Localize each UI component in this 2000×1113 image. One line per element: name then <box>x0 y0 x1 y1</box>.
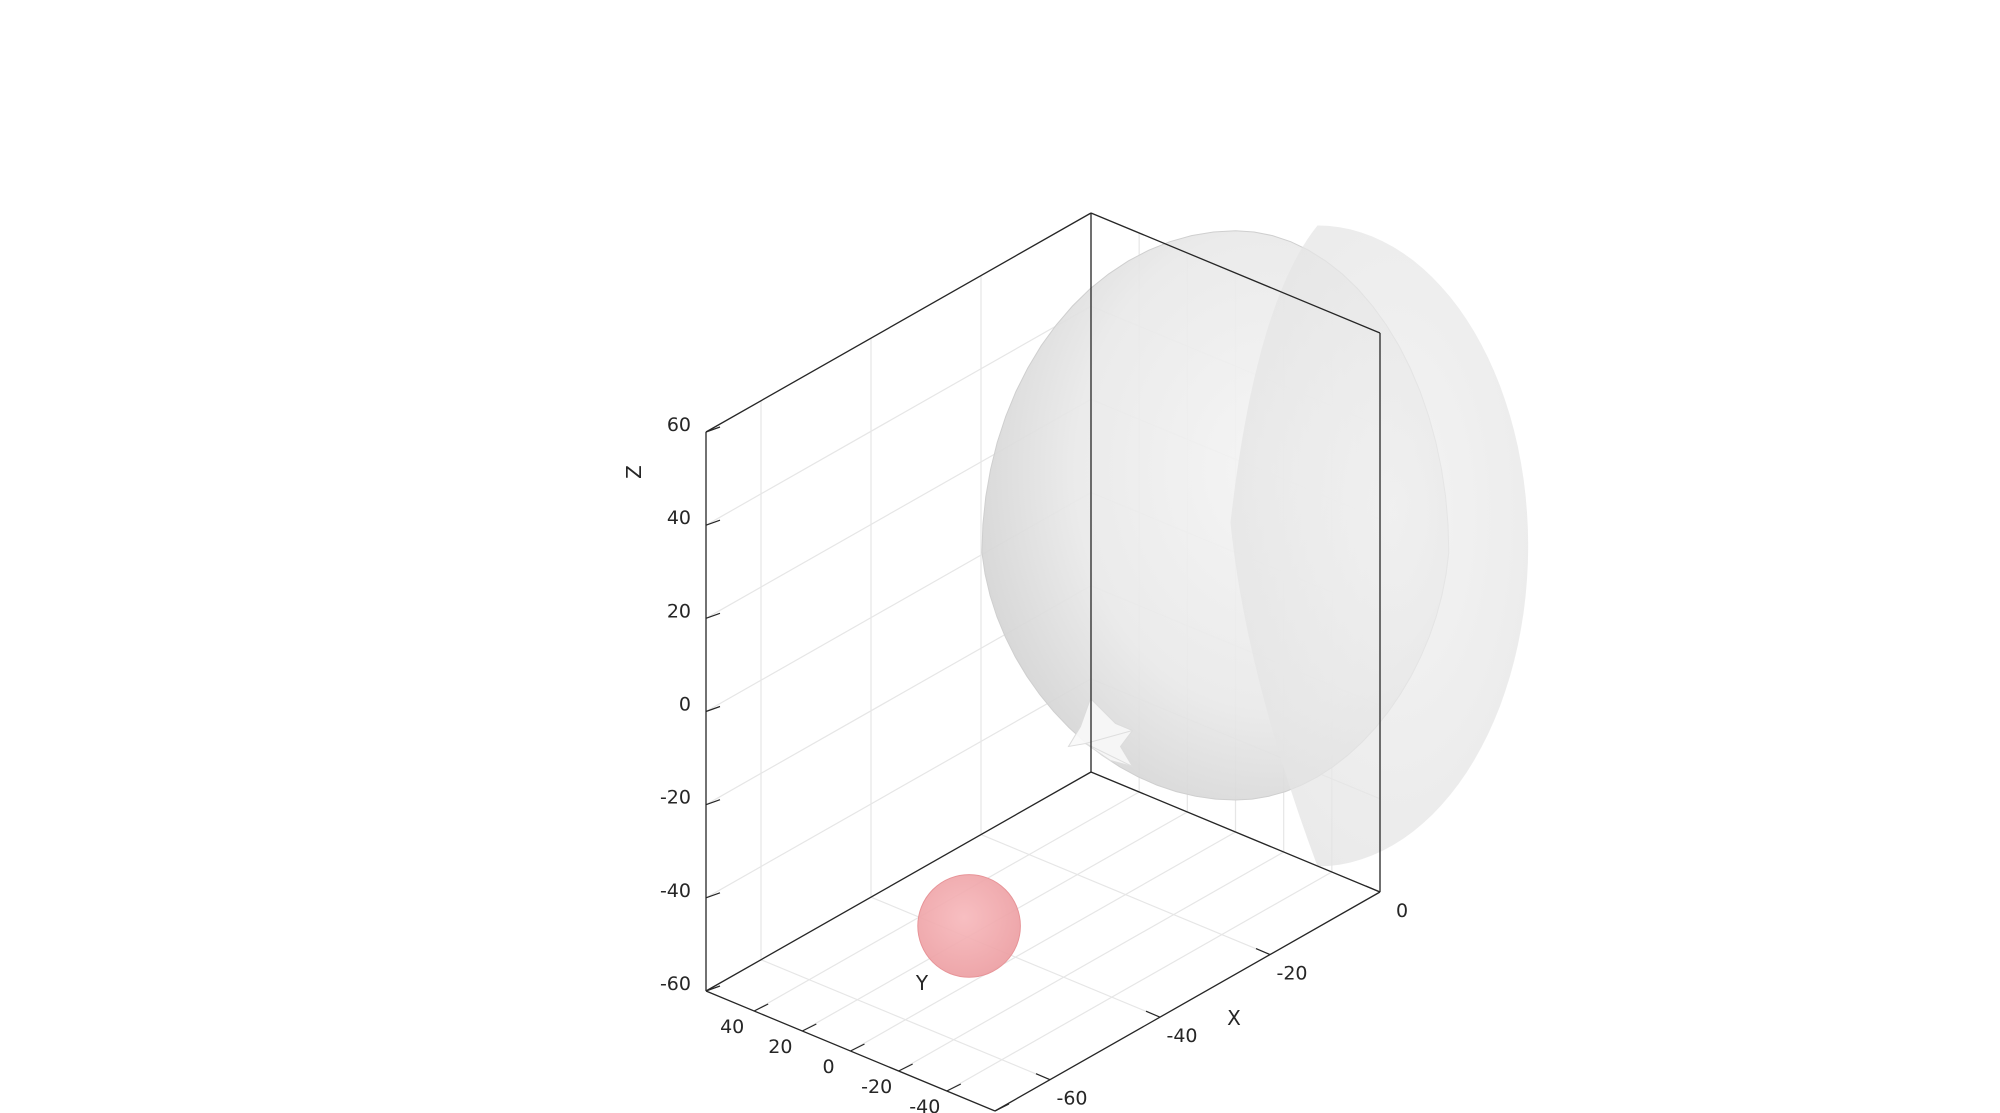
box-edge <box>1090 212 1381 334</box>
z-tick <box>705 519 721 526</box>
x-tick <box>1035 1073 1051 1081</box>
x-tick-label: 0 <box>1396 900 1408 922</box>
facet-feature <box>1067 697 1134 768</box>
x-tick-label: -60 <box>1056 1088 1087 1110</box>
box-edge <box>1090 771 1381 893</box>
grid-line-z-backwall <box>705 678 1092 899</box>
sphere-inclusion <box>917 874 1021 978</box>
x-axis-label: X <box>1227 1006 1241 1030</box>
y-tick-label: 20 <box>768 1036 792 1058</box>
y-tick-label: -20 <box>861 1076 892 1098</box>
z-tick-label: 20 <box>667 600 691 622</box>
z-tick <box>705 705 721 713</box>
z-tick <box>705 426 721 433</box>
z-tick-label: -60 <box>660 973 691 995</box>
grid-line-y-floor <box>898 851 1284 1072</box>
y-tick-label: 40 <box>720 1016 744 1038</box>
z-tick-label: -40 <box>660 880 691 902</box>
y-tick <box>994 1103 1010 1112</box>
grid-line-z-backwall <box>705 305 1092 526</box>
z-tick <box>705 985 721 992</box>
facet-edge <box>1085 730 1133 744</box>
x-tick <box>1255 948 1271 956</box>
facet-edge <box>1085 743 1133 767</box>
box-edge <box>705 212 1092 433</box>
y-tick-label: 0 <box>822 1056 834 1078</box>
x-tick <box>1365 885 1381 893</box>
z-tick <box>705 612 721 619</box>
z-tick-label: -20 <box>660 787 691 809</box>
z-tick <box>705 799 721 806</box>
x-tick-label: -20 <box>1276 963 1307 985</box>
y-tick <box>850 1043 865 1052</box>
box-edge <box>994 891 1381 1112</box>
box-edge <box>705 771 1092 992</box>
ellipsoid-shell <box>917 225 1529 978</box>
y-axis-label: Y <box>915 971 929 995</box>
x-tick <box>1145 1010 1161 1018</box>
z-tick-label: 40 <box>667 507 691 529</box>
y-tick-label: -40 <box>909 1096 940 1113</box>
grid-line-y-floor <box>850 831 1236 1052</box>
y-tick <box>753 1003 769 1012</box>
x-tick-label: -40 <box>1166 1025 1197 1047</box>
z-tick <box>705 892 721 899</box>
z-tick-label: 60 <box>667 414 691 436</box>
grid-line-y-floor <box>946 871 1333 1092</box>
y-tick <box>802 1023 817 1032</box>
z-axis-label: Z <box>622 465 646 479</box>
z-tick-label: 0 <box>679 694 691 716</box>
y-tick <box>898 1063 913 1072</box>
y-tick <box>946 1083 962 1092</box>
